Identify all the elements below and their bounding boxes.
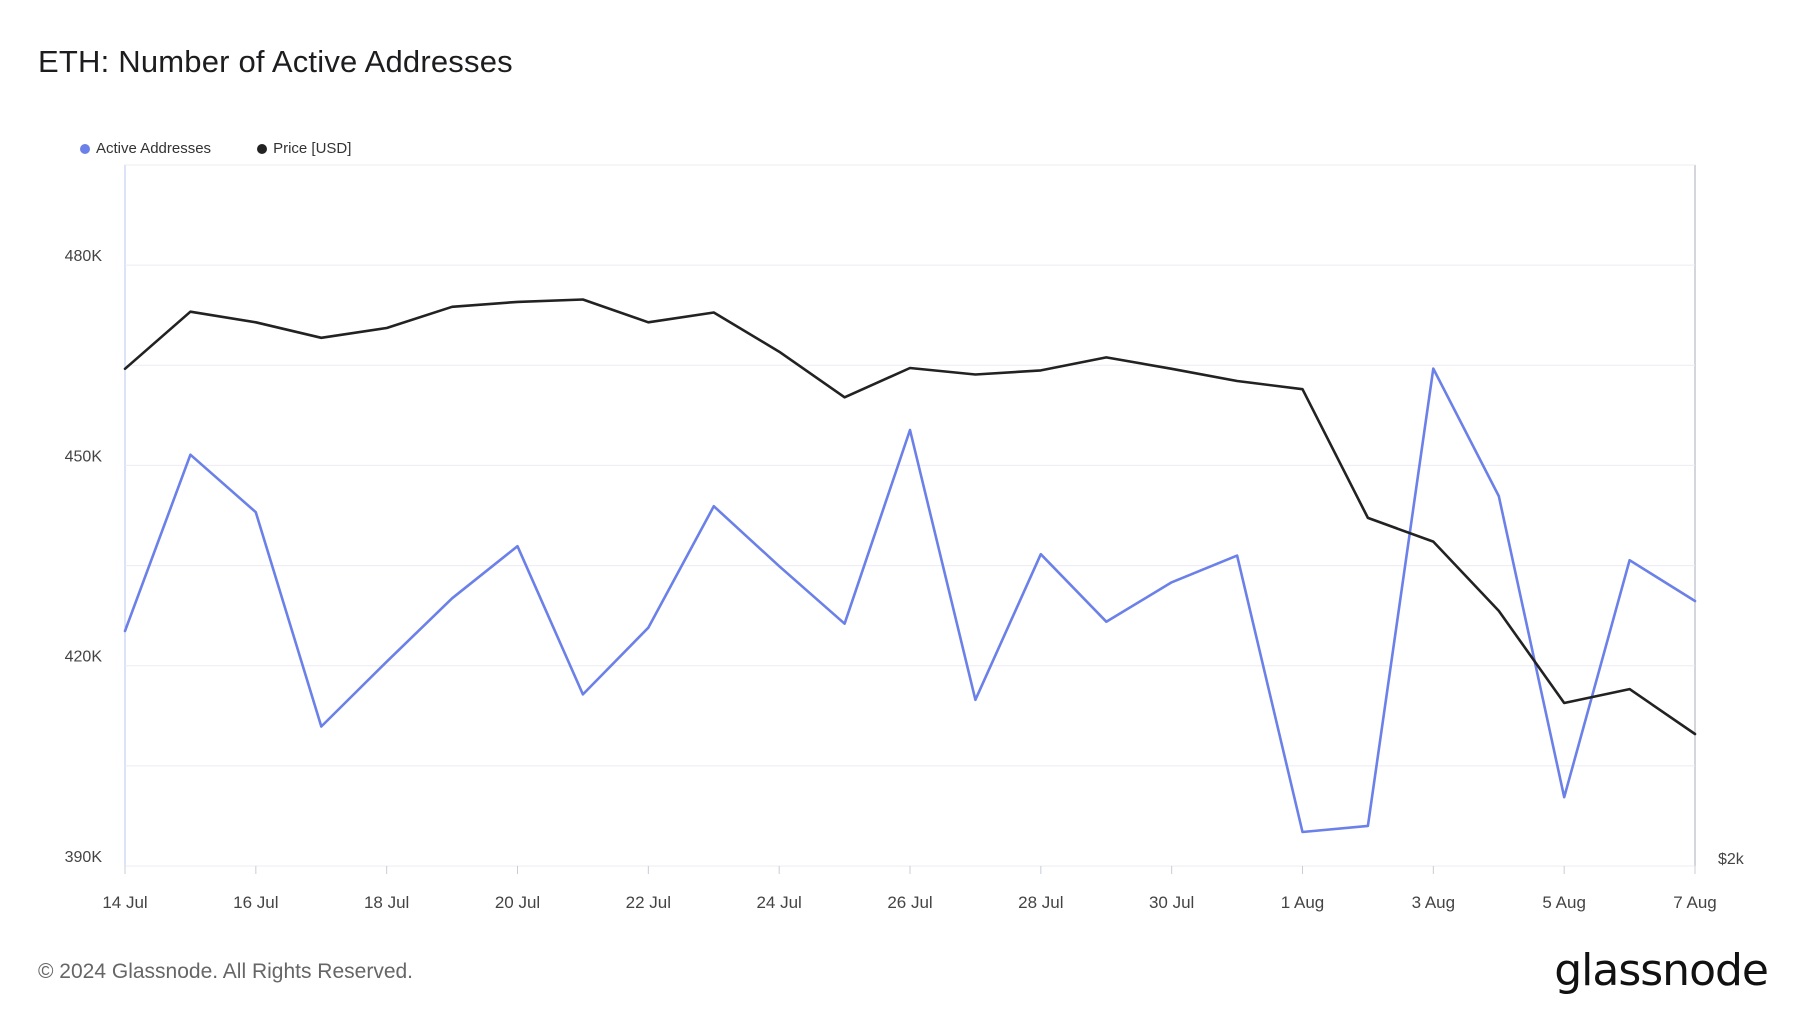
chart-title: ETH: Number of Active Addresses <box>38 44 513 79</box>
y-tick-label: 390K <box>65 849 103 866</box>
legend-item-active-addresses[interactable]: Active Addresses <box>80 140 211 157</box>
legend-dot-active-addresses <box>80 143 90 154</box>
price-series-line <box>123 298 1697 736</box>
x-tick-label: 1 Aug <box>1281 893 1325 912</box>
y-right-tick-label: $2k <box>1718 851 1745 868</box>
plot-frame <box>124 164 1696 867</box>
y-tick-label: 480K <box>65 248 103 265</box>
x-tick-label: 18 Jul <box>364 893 409 912</box>
x-tick-label: 3 Aug <box>1412 893 1456 912</box>
x-tick-label: 30 Jul <box>1149 893 1194 912</box>
legend: Active Addresses Price [USD] <box>80 140 351 157</box>
legend-dot-price <box>257 143 268 154</box>
legend-label-price: Price [USD] <box>273 140 352 157</box>
copyright-text: © 2024 Glassnode. All Rights Reserved. <box>38 960 414 983</box>
x-tick-label: 7 Aug <box>1673 893 1717 912</box>
y-tick-label: 420K <box>65 649 103 666</box>
x-tick-label: 24 Jul <box>756 893 801 912</box>
x-tick-label: 26 Jul <box>887 893 932 912</box>
glassnode-logo[interactable]: glassnode <box>1554 945 1769 996</box>
legend-label-active-addresses: Active Addresses <box>96 140 212 157</box>
line-chart[interactable]: 390K 420K 450K 480K $2k 14 Jul 16 Jul 18 Jul 20 … <box>0 0 1800 940</box>
x-tick-label: 14 Jul <box>102 893 147 912</box>
legend-item-price[interactable]: Price [USD] <box>257 140 351 157</box>
x-tick-label: 20 Jul <box>495 893 540 912</box>
x-tick-label: 5 Aug <box>1542 893 1586 912</box>
x-tick-label: 22 Jul <box>626 893 671 912</box>
y-tick-label: 450K <box>65 448 103 465</box>
active-addresses-series-line <box>123 367 1697 834</box>
x-tick-label: 28 Jul <box>1018 893 1063 912</box>
x-tick-label: 16 Jul <box>233 893 278 912</box>
